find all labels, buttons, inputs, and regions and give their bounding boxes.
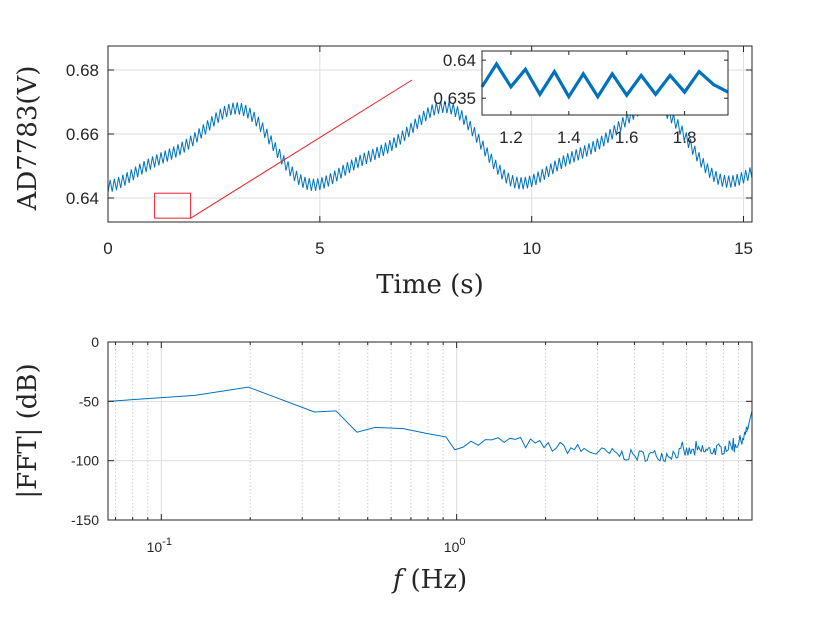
spectrum-chart: 10-1 100-150-100-500 f (Hz) |FFT| (dB) (13, 334, 753, 595)
spectrum-x-tick-exponent: 0 (459, 536, 465, 548)
spectrum-tick-labels: 10-1 100-150-100-500 (71, 334, 466, 555)
spectrum-plot-area (108, 342, 752, 520)
inset-tick-labels: 1.2 1.4 1.6 1.8 0.635 0.64 (433, 51, 696, 147)
time-ticks (107, 46, 752, 222)
inset-y-tick-label: 0.635 (433, 89, 476, 108)
spectrum-x-tick-exponent: -1 (162, 536, 172, 548)
time-tick-labels: 0 5 10 15 0.64 0.66 0.68 (66, 61, 753, 258)
time-x-axis-label: Time (s) (376, 270, 484, 300)
time-y-axis-label: AD7783(V) (13, 66, 43, 212)
spectrum-x-tick-label: 100 (444, 536, 466, 555)
inset-x-tick-label: 1.2 (499, 128, 523, 147)
spectrum-plot-frame (107, 341, 753, 521)
spectrum-y-tick-label: -50 (79, 393, 99, 409)
spectrum-y-tick-label: -100 (71, 453, 99, 469)
spectrum-y-tick-label: 0 (91, 334, 99, 350)
spectrum-y-axis-label: |FFT| (dB) (13, 363, 43, 498)
inset-x-tick-label: 1.8 (673, 128, 697, 147)
time-x-tick-label: 15 (734, 239, 753, 258)
spectrum-series-line (107, 386, 753, 463)
zoom-box (154, 192, 192, 219)
zoom-connector-line (190, 79, 413, 219)
spectrum-x-tick-label: 10-1 (147, 536, 172, 555)
spectrum-x-tick-base: 10 (147, 539, 163, 555)
time-x-tick-label: 5 (315, 239, 324, 258)
spectrum-trace (107, 386, 753, 463)
inset-ticks (482, 51, 728, 115)
time-y-tick-label: 0.66 (66, 125, 99, 144)
spectrum-x-tick-base: 10 (444, 539, 460, 555)
zoom-inset: 1.2 1.4 1.6 1.8 0.635 0.64 (433, 50, 729, 147)
inset-trace (480, 61, 729, 100)
inset-frame (481, 50, 729, 116)
time-y-tick-label: 0.68 (66, 61, 99, 80)
inset-series-line (480, 61, 729, 100)
spectrum-ticks (108, 341, 752, 521)
spectrum-x-axis-symbol: f (391, 565, 407, 595)
spectrum-y-tick-label: -150 (71, 512, 99, 528)
time-x-tick-label: 0 (103, 239, 112, 258)
time-domain-chart: 0 5 10 15 0.64 0.66 0.68 1.2 1.4 1.6 1.8 0.635 0.64… (13, 45, 753, 300)
spectrum-x-axis-unit: (Hz) (410, 565, 467, 595)
time-x-tick-label: 10 (522, 239, 541, 258)
inset-y-tick-label: 0.64 (443, 51, 476, 70)
time-y-tick-label: 0.64 (66, 189, 99, 208)
inset-x-tick-label: 1.6 (615, 128, 639, 147)
inset-x-tick-label: 1.4 (557, 128, 581, 147)
spectrum-x-axis-label: f (Hz) (391, 565, 467, 595)
